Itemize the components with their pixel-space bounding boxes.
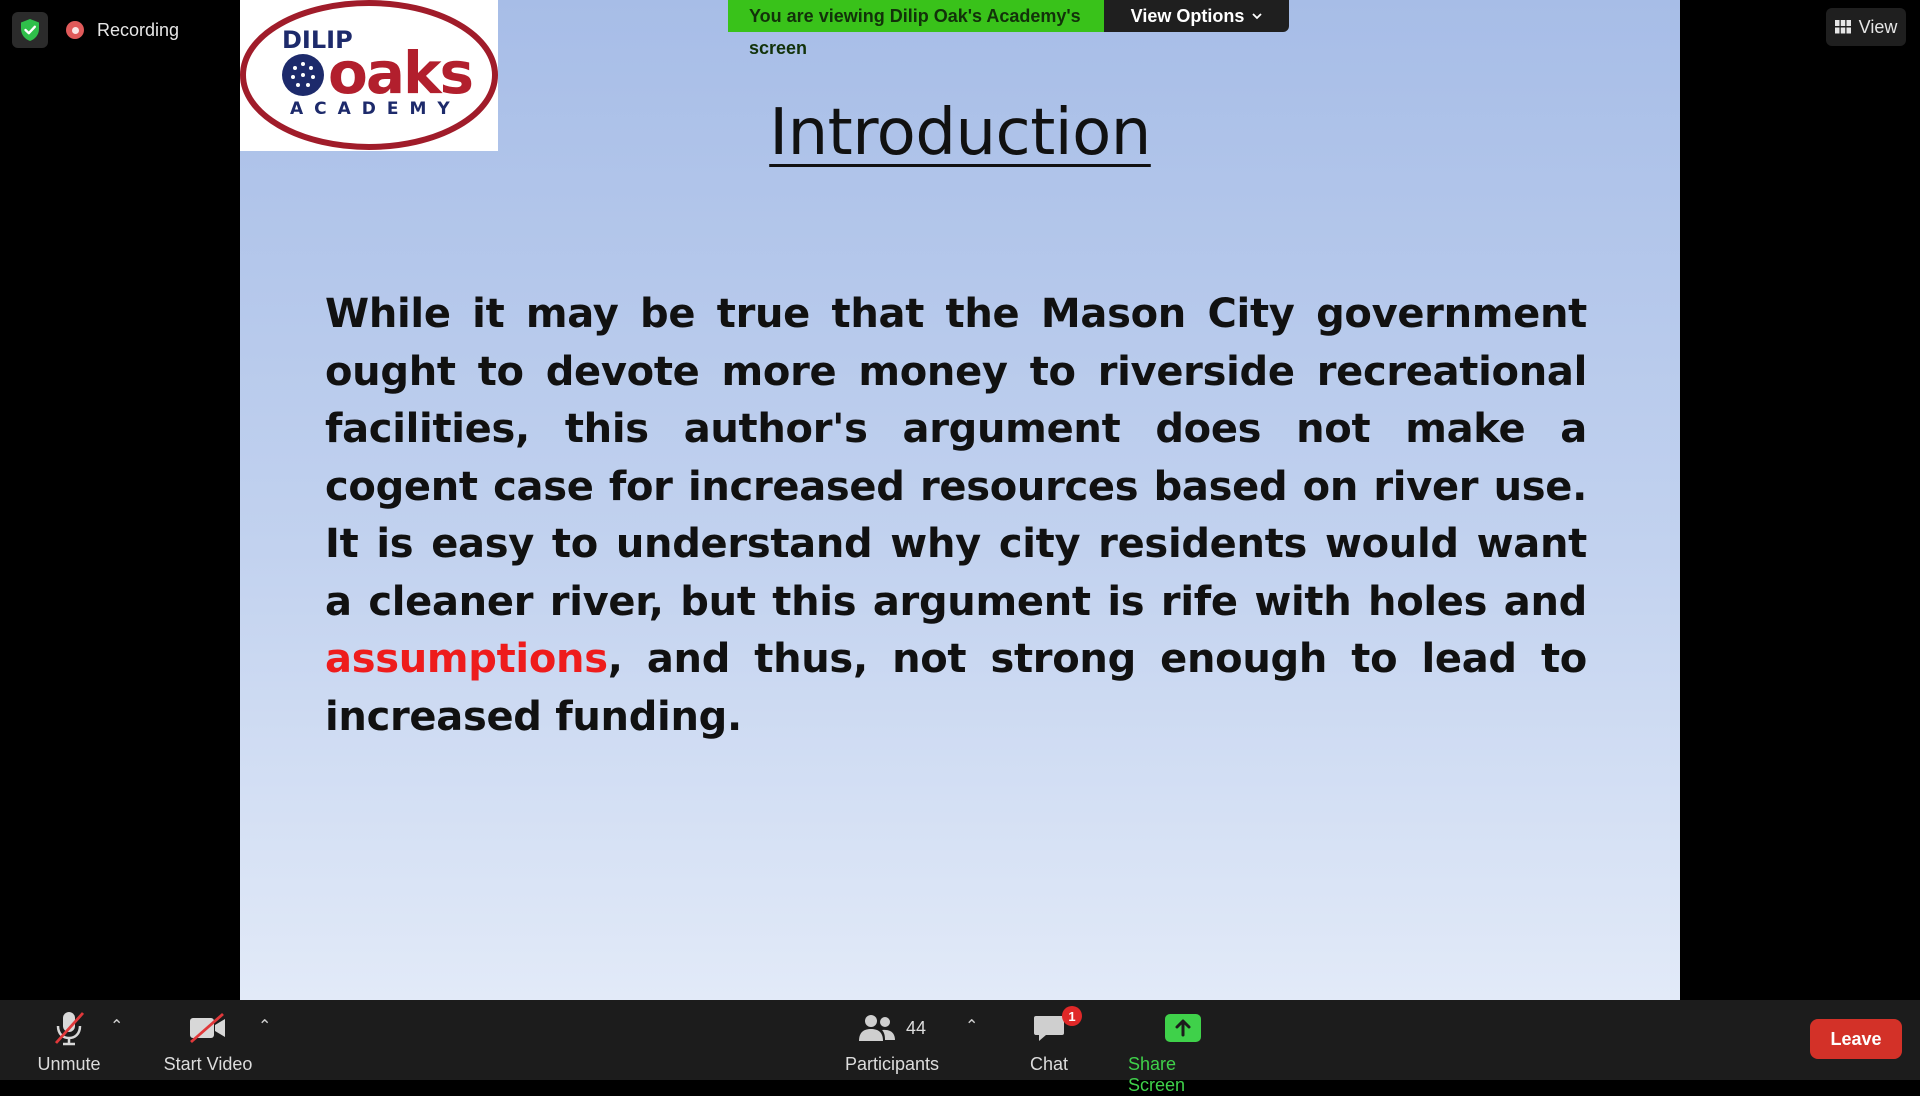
recording-label: Recording (97, 19, 180, 40)
share-screen-icon (1165, 1014, 1201, 1042)
body-highlight: assumptions (325, 636, 608, 682)
view-label: View (1858, 16, 1898, 37)
meeting-toolbar: Unmute ⌃ Start Video ⌃ 44 Participants ⌃ (0, 1000, 1920, 1095)
participants-count: 44 (905, 1017, 927, 1038)
chat-label: Chat (1029, 1054, 1069, 1074)
academy-logo: DILIP oaks ACADEMY (240, 0, 498, 151)
body-text-end: , and thus, not strong enough to lead to… (325, 636, 1587, 740)
participants-button[interactable]: 44 Participants (840, 1010, 944, 1075)
shared-screen: DILIP oaks ACADEMY You are viewing Dilip… (240, 0, 1680, 1000)
viewing-notice: You are viewing Dilip Oak's Academy's sc… (728, 0, 1104, 58)
slide-title: Introduction (240, 96, 1680, 170)
share-screen-label: Share Screen (1128, 1054, 1186, 1095)
screen-share-banner: You are viewing Dilip Oak's Academy's sc… (728, 0, 1289, 58)
chat-unread-badge: 1 (1062, 1006, 1082, 1026)
shield-icon (21, 19, 39, 41)
unmute-button[interactable]: Unmute (34, 1010, 104, 1075)
share-screen-button[interactable]: Share Screen (1128, 1010, 1238, 1096)
slide-body: While it may be true that the Mason City… (325, 286, 1587, 746)
security-shield-button[interactable] (12, 12, 48, 48)
leave-button[interactable]: Leave (1810, 1019, 1902, 1059)
logo-bottom-text: ACADEMY (290, 99, 461, 119)
grid-view-icon (1834, 20, 1851, 34)
unmute-label: Unmute (37, 1054, 101, 1074)
participants-icon (858, 1015, 895, 1041)
recording-icon (66, 21, 84, 39)
audio-options-caret[interactable]: ⌃ (110, 1018, 124, 1035)
start-video-label: Start Video (163, 1054, 253, 1074)
start-video-button[interactable]: Start Video (158, 1010, 258, 1075)
logo-brand-text: oaks (328, 39, 472, 107)
recording-indicator[interactable]: Recording (66, 18, 179, 42)
view-button[interactable]: View (1826, 8, 1906, 46)
view-options-button[interactable]: View Options (1104, 0, 1289, 32)
participants-label: Participants (844, 1054, 940, 1074)
chat-button[interactable]: 1 Chat (1022, 1006, 1082, 1075)
video-options-caret[interactable]: ⌃ (258, 1018, 272, 1035)
participants-options-caret[interactable]: ⌃ (965, 1018, 979, 1035)
chevron-down-icon (1252, 12, 1262, 19)
body-text-start: While it may be true that the Mason City… (325, 291, 1587, 625)
microphone-muted-icon (54, 1012, 85, 1046)
view-options-label: View Options (1130, 6, 1245, 26)
video-camera-off-icon (190, 1012, 225, 1044)
chat-icon (1034, 1016, 1064, 1041)
logo-top-text: DILIP (282, 26, 353, 54)
slide-title-text: Introduction (769, 96, 1151, 170)
